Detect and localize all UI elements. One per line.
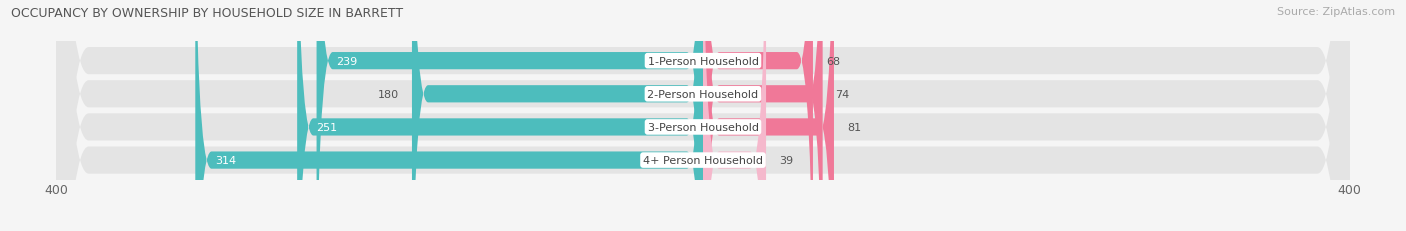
Text: 68: 68: [825, 56, 839, 66]
Text: 81: 81: [846, 122, 860, 132]
Text: 251: 251: [316, 122, 337, 132]
Text: OCCUPANCY BY OWNERSHIP BY HOUSEHOLD SIZE IN BARRETT: OCCUPANCY BY OWNERSHIP BY HOUSEHOLD SIZE…: [11, 7, 404, 20]
Text: 314: 314: [215, 155, 236, 165]
Text: 1-Person Household: 1-Person Household: [648, 56, 758, 66]
FancyBboxPatch shape: [412, 0, 703, 231]
FancyBboxPatch shape: [703, 0, 834, 231]
FancyBboxPatch shape: [56, 0, 1350, 231]
Text: 4+ Person Household: 4+ Person Household: [643, 155, 763, 165]
FancyBboxPatch shape: [297, 0, 703, 231]
FancyBboxPatch shape: [703, 0, 813, 231]
Text: 239: 239: [336, 56, 357, 66]
FancyBboxPatch shape: [56, 0, 1350, 231]
FancyBboxPatch shape: [703, 0, 766, 231]
Text: 3-Person Household: 3-Person Household: [648, 122, 758, 132]
Text: 74: 74: [835, 89, 849, 99]
Text: 2-Person Household: 2-Person Household: [647, 89, 759, 99]
Text: Source: ZipAtlas.com: Source: ZipAtlas.com: [1277, 7, 1395, 17]
FancyBboxPatch shape: [56, 0, 1350, 231]
Text: 180: 180: [378, 89, 399, 99]
FancyBboxPatch shape: [195, 0, 703, 231]
FancyBboxPatch shape: [316, 0, 703, 231]
FancyBboxPatch shape: [703, 0, 823, 231]
FancyBboxPatch shape: [56, 0, 1350, 231]
Text: 39: 39: [779, 155, 793, 165]
